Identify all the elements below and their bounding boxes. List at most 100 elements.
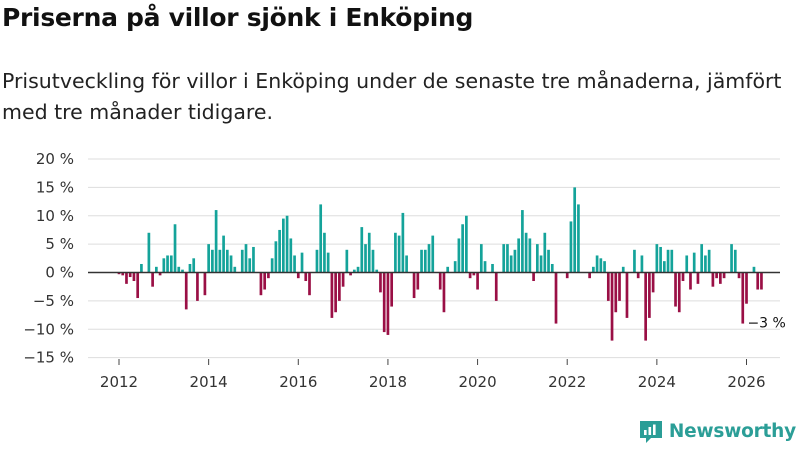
bar bbox=[211, 249, 214, 273]
bar bbox=[644, 272, 647, 341]
bar bbox=[345, 249, 349, 273]
bar bbox=[689, 272, 692, 290]
bar bbox=[438, 272, 442, 290]
bar bbox=[618, 272, 621, 301]
bar bbox=[296, 272, 300, 279]
bar bbox=[270, 258, 274, 273]
last-value-annotation: −3 % bbox=[747, 316, 785, 332]
y-tick-label: 0 % bbox=[45, 264, 74, 282]
x-tick-label: 2018 bbox=[369, 373, 407, 391]
bar bbox=[700, 244, 704, 273]
y-axis-tick-labels: 20 % 15 % 10 % 5 % 0 % −5 % −10 % −15 % bbox=[23, 150, 74, 367]
bar bbox=[681, 272, 685, 282]
bar bbox=[704, 255, 707, 273]
bar bbox=[719, 272, 722, 284]
bar bbox=[341, 272, 345, 287]
bar bbox=[513, 249, 517, 273]
bar bbox=[517, 238, 520, 273]
bar bbox=[524, 232, 528, 273]
bar bbox=[573, 187, 577, 273]
bar bbox=[308, 272, 311, 296]
bar bbox=[588, 272, 591, 279]
bar bbox=[371, 249, 375, 273]
bar bbox=[147, 232, 151, 273]
x-tick-label: 2020 bbox=[458, 373, 496, 391]
bar bbox=[457, 238, 461, 273]
bar bbox=[446, 266, 450, 273]
bar bbox=[476, 272, 479, 290]
bar bbox=[662, 261, 666, 273]
bar bbox=[394, 232, 397, 273]
x-tick-label: 2016 bbox=[279, 373, 317, 391]
bar bbox=[521, 210, 524, 273]
bar bbox=[155, 266, 158, 273]
bar bbox=[453, 261, 457, 273]
bar bbox=[326, 252, 330, 273]
bar bbox=[330, 272, 334, 318]
bar bbox=[397, 235, 401, 273]
bar bbox=[674, 272, 677, 307]
bar bbox=[125, 272, 128, 284]
bar bbox=[289, 238, 293, 273]
bar bbox=[416, 272, 420, 290]
bar bbox=[162, 258, 166, 273]
bar bbox=[233, 266, 237, 273]
bar bbox=[528, 238, 532, 273]
bar bbox=[543, 232, 547, 273]
bar bbox=[625, 272, 629, 318]
bar bbox=[633, 249, 636, 273]
bar bbox=[491, 263, 494, 273]
bar bbox=[550, 263, 554, 273]
newsworthy-logo-text: Newsworthy bbox=[668, 420, 796, 442]
bar bbox=[483, 261, 487, 273]
bar bbox=[278, 229, 281, 273]
bar bbox=[494, 272, 498, 301]
bar bbox=[177, 266, 181, 273]
bar bbox=[565, 272, 569, 279]
bar bbox=[760, 272, 763, 290]
bar bbox=[655, 244, 659, 273]
newsworthy-logo[interactable]: Newsworthy bbox=[638, 418, 796, 444]
bar bbox=[252, 246, 255, 273]
bar bbox=[323, 232, 326, 273]
bar bbox=[745, 272, 748, 304]
bar bbox=[577, 204, 580, 273]
x-tick-label: 2014 bbox=[190, 373, 228, 391]
bar bbox=[677, 272, 681, 313]
bar bbox=[666, 249, 670, 273]
bar bbox=[140, 263, 143, 273]
bar bbox=[132, 272, 136, 282]
bar bbox=[756, 272, 760, 290]
bar bbox=[603, 261, 606, 273]
bar bbox=[670, 249, 674, 273]
bar bbox=[166, 255, 169, 273]
chart-title: Priserna på villor sjönk i Enköping bbox=[2, 3, 474, 32]
bar bbox=[752, 266, 756, 273]
bar bbox=[685, 255, 689, 273]
bar bbox=[244, 244, 248, 273]
bar bbox=[401, 212, 405, 273]
x-tick-label: 2024 bbox=[638, 373, 676, 391]
bar bbox=[506, 244, 509, 273]
bar bbox=[356, 266, 360, 273]
bar bbox=[229, 255, 233, 273]
bar bbox=[502, 244, 506, 273]
bar bbox=[136, 272, 140, 299]
bar bbox=[621, 266, 625, 273]
bar bbox=[532, 272, 535, 282]
bar bbox=[420, 249, 423, 273]
bar bbox=[128, 272, 132, 278]
bar bbox=[259, 272, 263, 296]
bar bbox=[539, 255, 543, 273]
bar bbox=[274, 241, 278, 273]
bar bbox=[711, 272, 715, 287]
bar bbox=[554, 272, 558, 324]
bar bbox=[659, 246, 662, 273]
bar bbox=[535, 244, 539, 273]
bar bbox=[248, 258, 252, 273]
bar bbox=[192, 258, 196, 273]
bar bbox=[715, 272, 718, 279]
bar bbox=[640, 255, 644, 273]
bar bbox=[158, 272, 162, 276]
